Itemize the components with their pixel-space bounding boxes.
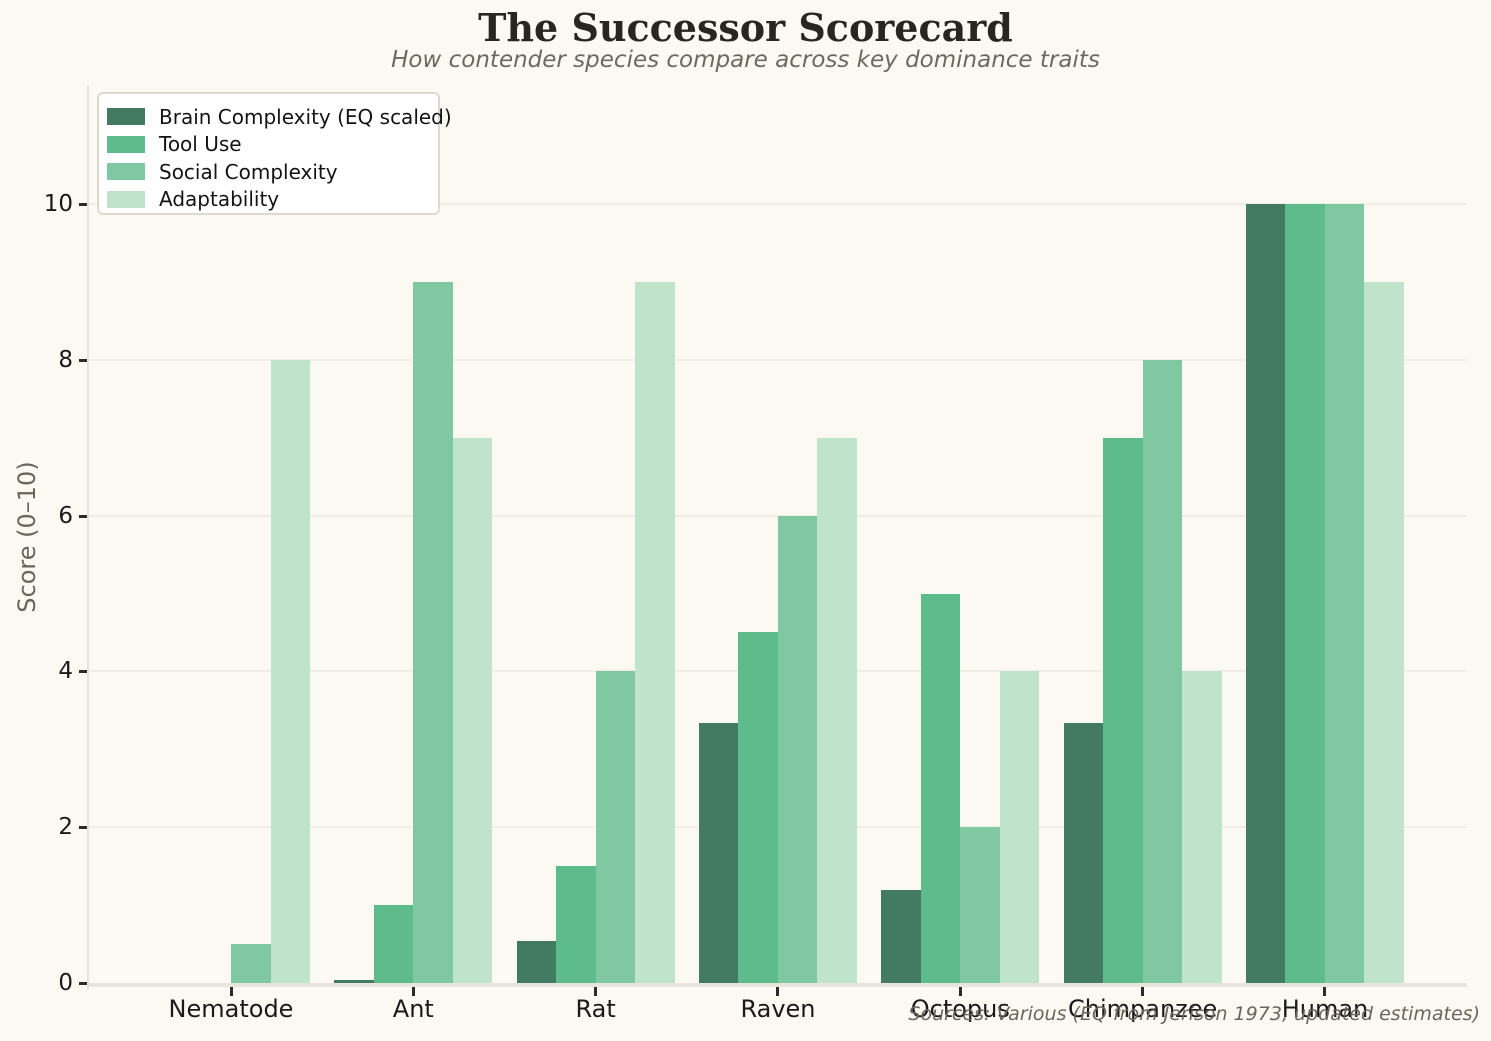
x-tick-label-chimpanzee: Chimpanzee [1067,995,1218,1023]
bar-human-tool-use [1285,204,1325,983]
x-axis-line [87,983,1467,987]
legend-item-brain-complexity-eq-scaled: Brain Complexity (EQ scaled) [107,103,452,130]
x-tick-rat [594,987,598,996]
bar-chimpanzee-tool-use [1103,437,1143,983]
bar-chimpanzee-brain-complexity-eq-scaled [1063,722,1104,983]
bar-octopus-brain-complexity-eq-scaled [881,889,921,983]
bar-octopus-adaptability [999,671,1040,983]
y-tick-0 [79,982,87,985]
bar-octopus-social-complexity [960,827,1000,983]
legend-swatch-icon [107,163,145,181]
bar-ant-brain-complexity-eq-scaled [334,979,374,983]
legend-label: Tool Use [159,132,242,157]
bar-rat-tool-use [556,866,596,983]
y-tick-4 [79,670,87,674]
y-tick-label-8: 8 [58,346,73,373]
x-tick-nematode [229,987,233,996]
x-tick-raven [776,987,780,996]
legend-swatch-icon [107,190,145,208]
source-note: Sources: Various (EQ from Jerison 1973, … [908,1003,1480,1025]
bar-raven-tool-use [738,632,778,983]
bar-raven-adaptability [817,437,857,983]
bar-chimpanzee-adaptability [1182,671,1222,983]
x-tick-label-raven: Raven [740,995,816,1023]
legend-swatch-icon [107,135,145,153]
bar-ant-tool-use [373,905,414,983]
bar-ant-adaptability [452,437,493,983]
legend: Brain Complexity (EQ scaled) Tool Use Soci… [97,92,452,215]
bar-human-adaptability [1364,281,1404,983]
y-tick-8 [79,358,87,362]
x-tick-label-ant: Ant [392,995,434,1023]
y-tick-label-10: 10 [43,191,73,217]
bar-rat-adaptability [635,281,675,983]
legend-item-tool-use: Tool Use [107,131,438,158]
x-tick-label-nematode: Nematode [168,995,294,1023]
legend-item-adaptability: Adaptability [107,186,438,213]
bar-nematode-social-complexity [231,944,271,983]
y-tick-2 [79,826,87,830]
x-tick-label-human: Human [1281,995,1369,1023]
y-tick-label-4: 4 [58,658,73,685]
legend-label: Social Complexity [159,159,338,184]
gridline-y8 [89,358,1467,361]
bar-raven-brain-complexity-eq-scaled [698,722,739,983]
bar-chimpanzee-social-complexity [1142,359,1183,983]
x-tick-chimpanzee [1141,987,1145,996]
legend-label: Brain Complexity (EQ scaled) [159,104,452,129]
y-tick-label-6: 6 [58,502,73,529]
chart-subtitle: How contender species compare across key… [391,47,1100,73]
y-tick-6 [79,514,87,518]
x-tick-ant [411,987,415,996]
bar-octopus-tool-use [920,593,961,983]
legend-swatch-icon [107,108,145,126]
y-axis-spine [87,85,89,990]
bar-human-social-complexity [1324,204,1365,983]
y-tick-label-2: 2 [58,814,73,841]
bar-raven-social-complexity [777,515,818,983]
bar-nematode-adaptability [270,359,310,983]
chart-title: The Successor Scorecard [478,5,1013,50]
legend-item-social-complexity: Social Complexity [107,158,438,185]
bar-rat-brain-complexity-eq-scaled [516,940,557,983]
legend-label: Adaptability [159,187,280,212]
bar-ant-social-complexity [413,281,453,983]
x-tick-label-octopus: Octopus [910,995,1010,1023]
x-tick-human [1323,987,1327,996]
y-tick-label-0: 0 [58,970,73,996]
y-tick-10 [79,203,87,206]
gridline-y10 [89,203,1467,205]
bar-rat-social-complexity [595,671,636,983]
bar-human-brain-complexity-eq-scaled [1245,204,1286,983]
x-tick-label-rat: Rat [575,995,616,1023]
x-tick-octopus [958,987,962,996]
